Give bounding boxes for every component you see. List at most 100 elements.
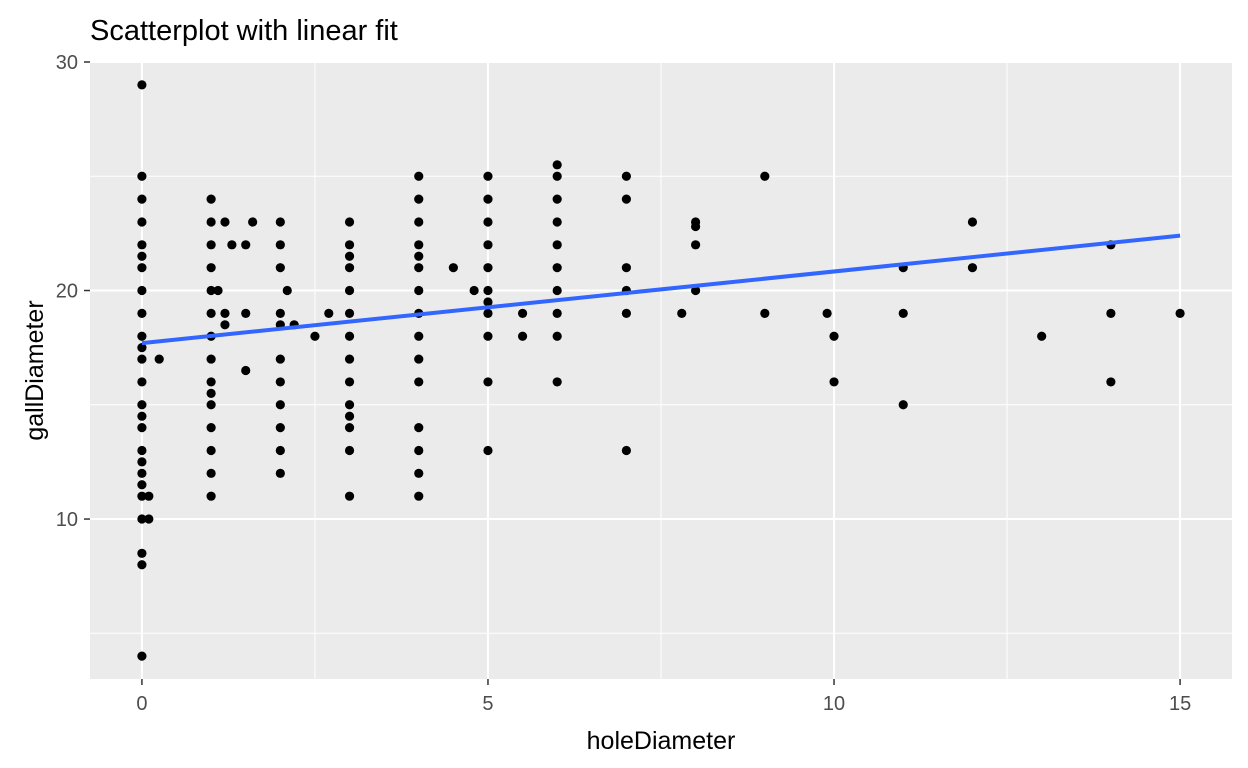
data-point xyxy=(414,354,424,364)
data-point xyxy=(483,285,493,296)
data-point xyxy=(344,445,355,456)
data-point xyxy=(822,308,832,318)
data-point xyxy=(344,331,355,341)
data-point xyxy=(483,377,493,387)
data-point xyxy=(137,263,147,273)
data-point xyxy=(967,217,978,227)
data-point xyxy=(344,400,355,410)
data-point xyxy=(206,308,216,318)
data-point xyxy=(691,240,701,250)
data-points xyxy=(137,80,1185,661)
data-point xyxy=(137,400,147,410)
data-point xyxy=(414,251,424,261)
data-point xyxy=(137,194,147,204)
data-point xyxy=(137,308,147,318)
data-point xyxy=(137,343,147,353)
data-point xyxy=(967,263,978,273)
data-point xyxy=(137,331,147,341)
data-point xyxy=(898,400,908,410)
data-point xyxy=(414,285,424,296)
data-point xyxy=(275,354,285,364)
data-point xyxy=(898,308,908,318)
data-point xyxy=(275,240,285,250)
data-point xyxy=(414,423,424,433)
data-point xyxy=(137,445,147,456)
data-point xyxy=(344,308,355,318)
data-point xyxy=(414,217,424,227)
data-point xyxy=(144,514,154,524)
data-point xyxy=(137,548,147,558)
y-axis: 10 20 30 xyxy=(56,52,90,531)
data-point xyxy=(206,377,216,387)
data-point xyxy=(241,308,251,318)
data-point xyxy=(275,217,285,227)
chart-title: Scatterplot with linear fit xyxy=(90,15,398,47)
data-point xyxy=(483,240,493,250)
data-point xyxy=(414,171,424,181)
data-point xyxy=(483,297,493,307)
data-point xyxy=(691,285,701,296)
data-point xyxy=(137,354,147,364)
data-point xyxy=(552,217,562,227)
data-point xyxy=(469,285,479,296)
data-point xyxy=(552,160,562,170)
data-point xyxy=(137,457,147,467)
data-point xyxy=(344,377,355,387)
data-point xyxy=(677,308,687,318)
data-point xyxy=(227,240,237,250)
data-point xyxy=(344,411,355,421)
data-point xyxy=(220,308,230,318)
x-tick-label: 0 xyxy=(136,693,147,715)
data-point xyxy=(206,423,216,433)
data-point xyxy=(137,80,147,90)
data-point xyxy=(344,285,355,296)
data-point xyxy=(137,411,147,421)
x-axis-title: holeDiameter xyxy=(587,727,736,755)
data-point xyxy=(760,171,770,181)
data-point xyxy=(137,377,147,387)
data-point xyxy=(137,251,147,261)
data-point xyxy=(344,491,355,501)
x-axis: 0 5 10 15 xyxy=(136,679,1191,715)
data-point xyxy=(137,285,147,296)
data-point xyxy=(137,240,147,250)
linear-fit-line xyxy=(141,233,1181,346)
y-axis-title: gallDiameter xyxy=(21,300,49,440)
data-point xyxy=(275,468,285,478)
data-point xyxy=(144,491,154,501)
data-point xyxy=(829,331,839,341)
data-point xyxy=(552,240,562,250)
data-point xyxy=(483,194,493,204)
data-point xyxy=(206,285,216,296)
data-point xyxy=(414,377,424,387)
data-point xyxy=(552,171,562,181)
data-point xyxy=(137,651,147,661)
data-point xyxy=(241,365,251,376)
data-point xyxy=(324,308,334,318)
x-tick-label: 10 xyxy=(823,693,845,715)
data-point xyxy=(248,217,258,227)
data-point xyxy=(760,308,770,318)
data-point xyxy=(206,354,216,364)
data-point xyxy=(552,263,562,273)
data-point xyxy=(552,285,562,296)
data-point xyxy=(213,285,223,296)
data-point xyxy=(344,354,355,364)
y-tick-label: 20 xyxy=(56,281,78,303)
data-point xyxy=(552,331,562,341)
data-point xyxy=(275,263,285,273)
data-point xyxy=(517,331,528,341)
data-point xyxy=(414,491,424,501)
x-tick-label: 15 xyxy=(1169,693,1191,715)
data-point xyxy=(241,240,251,250)
data-point xyxy=(275,377,285,387)
data-point xyxy=(206,388,216,398)
data-point xyxy=(344,423,355,433)
data-point xyxy=(206,491,216,501)
grid-major xyxy=(90,61,1232,679)
data-point xyxy=(621,308,631,318)
data-point xyxy=(414,263,424,273)
data-point xyxy=(483,308,493,318)
data-point xyxy=(1037,331,1047,341)
